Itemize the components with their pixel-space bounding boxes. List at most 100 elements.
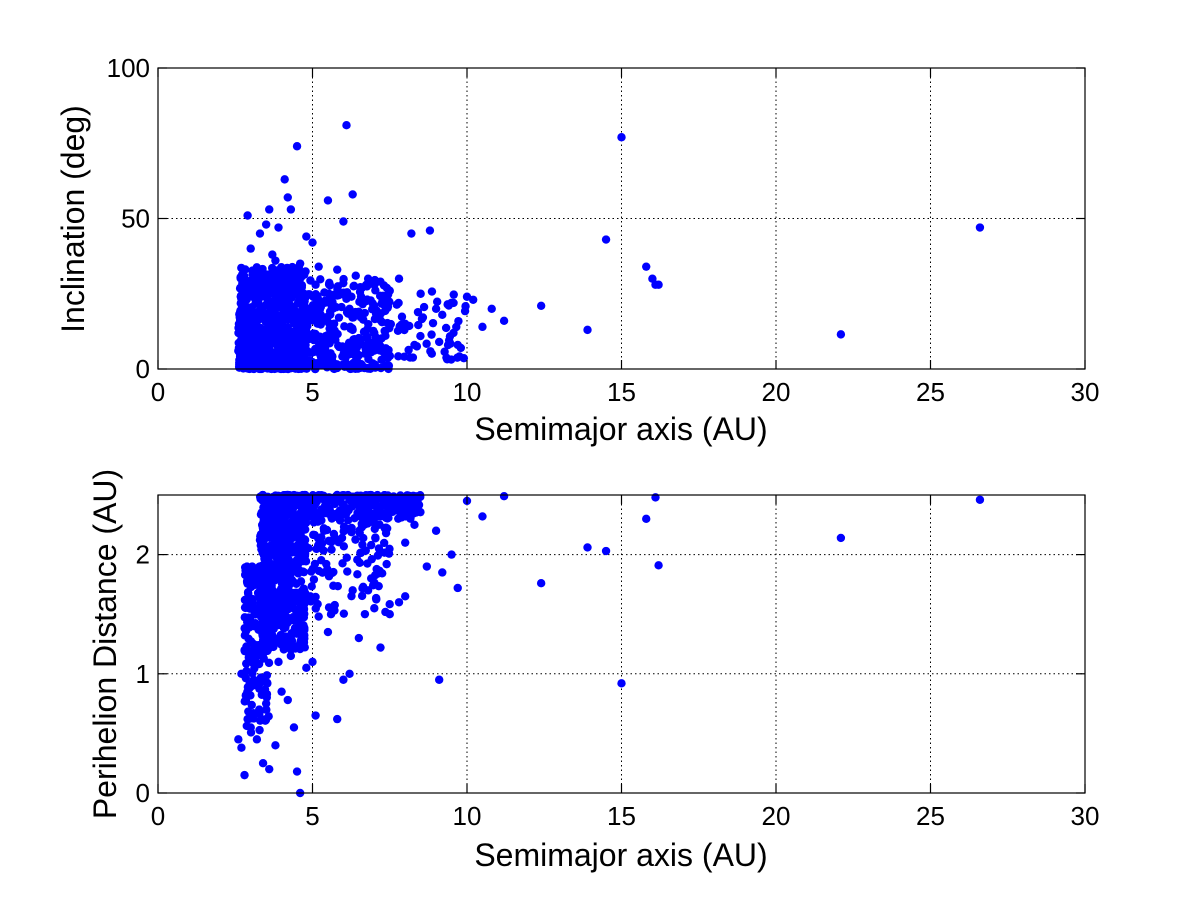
top-data-point <box>416 331 425 341</box>
top-data-point <box>304 312 313 322</box>
bottom-data-point <box>240 646 249 656</box>
bottom-data-point <box>279 546 289 555</box>
bottom-data-point <box>367 554 376 564</box>
bottom-data-point <box>413 493 422 503</box>
top-x-tick-label: 0 <box>151 377 165 407</box>
bottom-data-point <box>262 705 271 714</box>
top-data-point <box>601 235 611 244</box>
bottom-data-point <box>300 631 309 640</box>
bottom-data-point <box>355 558 364 568</box>
bottom-data-point <box>263 549 272 558</box>
top-data-point <box>299 319 308 329</box>
bottom-data-point <box>317 556 326 565</box>
bottom-data-point <box>285 541 295 550</box>
bottom-data-point <box>385 610 394 619</box>
top-data-point <box>270 308 279 317</box>
top-data-point <box>237 291 246 300</box>
top-data-point <box>478 322 487 332</box>
bottom-data-point <box>314 612 323 621</box>
top-data-point <box>384 361 394 370</box>
bottom-data-point <box>360 609 370 619</box>
top-data-point <box>394 274 404 283</box>
bottom-data-point <box>269 515 278 525</box>
bottom-data-point <box>295 644 305 654</box>
top-x-tick-label: 10 <box>453 377 482 407</box>
bottom-data-point <box>275 532 284 541</box>
bottom-data-point <box>293 564 302 574</box>
bottom-data-point <box>270 508 280 517</box>
bottom-data-point <box>338 509 347 519</box>
bottom-data-point <box>323 627 333 637</box>
top-y-axis-label: Inclination (deg) <box>55 105 91 333</box>
bottom-x-tick-label: 25 <box>916 801 945 831</box>
top-data-point <box>370 328 379 338</box>
top-data-point <box>255 229 265 238</box>
bottom-data-point <box>240 603 250 612</box>
bottom-data-point <box>431 526 441 535</box>
bottom-data-point <box>252 651 262 661</box>
bottom-data-point <box>339 675 348 684</box>
top-data-point <box>459 353 469 363</box>
top-data-point <box>315 332 325 341</box>
top-data-point <box>422 339 431 348</box>
top-data-point <box>297 283 307 292</box>
top-data-point <box>259 327 268 337</box>
bottom-data-point <box>234 735 243 744</box>
top-data-point <box>330 326 339 335</box>
bottom-data-point <box>343 516 353 525</box>
bottom-data-point <box>318 568 327 577</box>
top-data-point <box>377 318 387 327</box>
bottom-data-point <box>317 516 326 525</box>
top-data-point <box>290 352 300 362</box>
bottom-data-point <box>358 540 367 549</box>
top-data-point <box>385 286 394 295</box>
top-y-tick-label: 0 <box>136 354 150 384</box>
top-data-point <box>434 337 444 347</box>
top-data-point <box>262 347 271 356</box>
top-data-point <box>428 318 438 328</box>
top-data-point <box>289 304 299 313</box>
top-data-point <box>400 352 409 361</box>
bottom-data-point <box>292 767 302 776</box>
bottom-data-point <box>394 598 404 607</box>
bottom-data-point <box>240 631 250 640</box>
bottom-data-point <box>243 714 252 724</box>
top-data-point <box>441 323 451 333</box>
top-data-point <box>351 271 360 280</box>
bottom-data-point <box>363 519 372 528</box>
top-data-point <box>326 350 335 360</box>
bottom-data-point <box>252 735 262 744</box>
bottom-data-point <box>265 764 274 774</box>
top-data-point <box>426 347 435 356</box>
bottom-data-point <box>237 669 246 678</box>
bottom-data-point <box>240 563 250 572</box>
top-data-point <box>292 142 302 151</box>
top-data-point <box>427 330 436 339</box>
top-data-point <box>583 325 592 335</box>
bottom-data-point <box>306 592 315 601</box>
bottom-data-point <box>269 642 278 652</box>
bottom-data-point <box>326 610 336 619</box>
bottom-data-point <box>274 588 283 598</box>
bottom-data-point <box>274 491 283 500</box>
top-x-tick-label: 15 <box>607 377 636 407</box>
bottom-data-point <box>385 600 394 609</box>
bottom-data-point <box>299 525 309 534</box>
bottom-data-point <box>330 600 339 610</box>
bottom-data-point <box>297 595 306 605</box>
bottom-data-point <box>347 523 356 533</box>
bottom-data-point <box>329 581 338 590</box>
bottom-data-point <box>370 604 379 613</box>
bottom-data-point <box>642 514 651 524</box>
bottom-data-point <box>290 604 299 614</box>
bottom-data-point <box>259 648 268 657</box>
top-data-point <box>234 346 243 356</box>
bottom-data-point <box>453 583 462 593</box>
top-data-point <box>487 304 496 313</box>
top-x-tick-label: 25 <box>916 377 945 407</box>
bottom-data-point <box>260 497 269 506</box>
bottom-data-point <box>382 559 391 569</box>
top-data-point <box>243 211 252 220</box>
bottom-data-point <box>310 508 320 518</box>
bottom-data-point <box>397 513 406 522</box>
